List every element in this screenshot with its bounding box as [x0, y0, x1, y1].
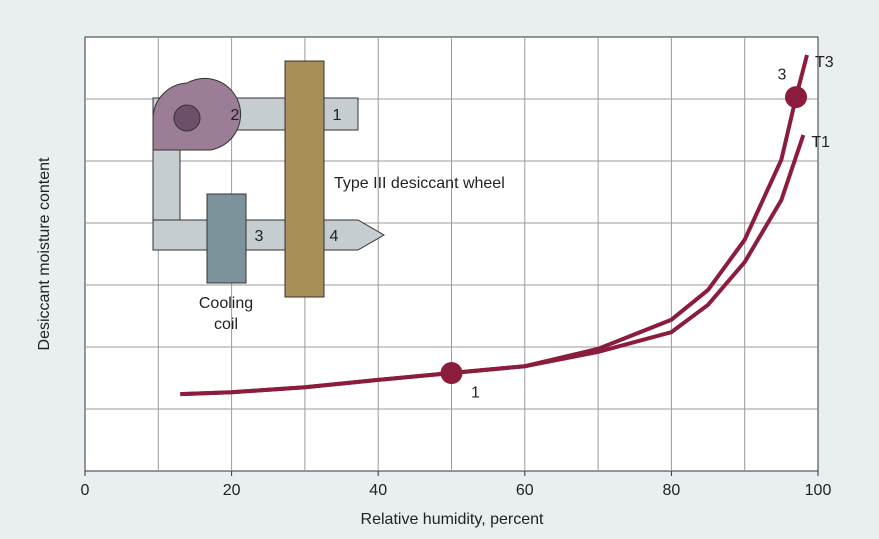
point-marker: [440, 362, 463, 385]
fan-hub: [173, 104, 201, 132]
duct: [152, 149, 181, 223]
cooling-coil: [206, 193, 247, 284]
inset-label: Cooling: [199, 295, 253, 312]
x-tick-label: 0: [81, 482, 90, 499]
inset-diagram: 2 1 3 4 Type III desiccant wheel Cooling…: [152, 60, 505, 333]
point-marker: [785, 86, 808, 109]
point-label: 1: [471, 384, 480, 401]
inset-label: 1: [333, 107, 342, 124]
x-tick-label: 40: [369, 482, 387, 499]
x-tick-label: 60: [516, 482, 534, 499]
y-axis-label: Desiccant moisture content: [36, 157, 53, 351]
legend-label: T3: [815, 54, 834, 71]
inset-label: coil: [214, 316, 238, 333]
x-axis-label: Relative humidity, percent: [361, 511, 544, 528]
inset-label: 3: [255, 228, 264, 245]
x-tick-label: 100: [805, 482, 832, 499]
inset-label: 2: [231, 107, 240, 124]
x-tick-label: 80: [663, 482, 681, 499]
duct: [152, 219, 386, 251]
point-label: 3: [778, 66, 787, 83]
series-line: [180, 54, 809, 397]
legend-label: T1: [811, 134, 830, 151]
inset-label: Type III desiccant wheel: [334, 175, 505, 192]
inset-label: 4: [330, 228, 339, 245]
desiccant-wheel: [284, 60, 325, 298]
x-tick-label: 20: [223, 482, 241, 499]
